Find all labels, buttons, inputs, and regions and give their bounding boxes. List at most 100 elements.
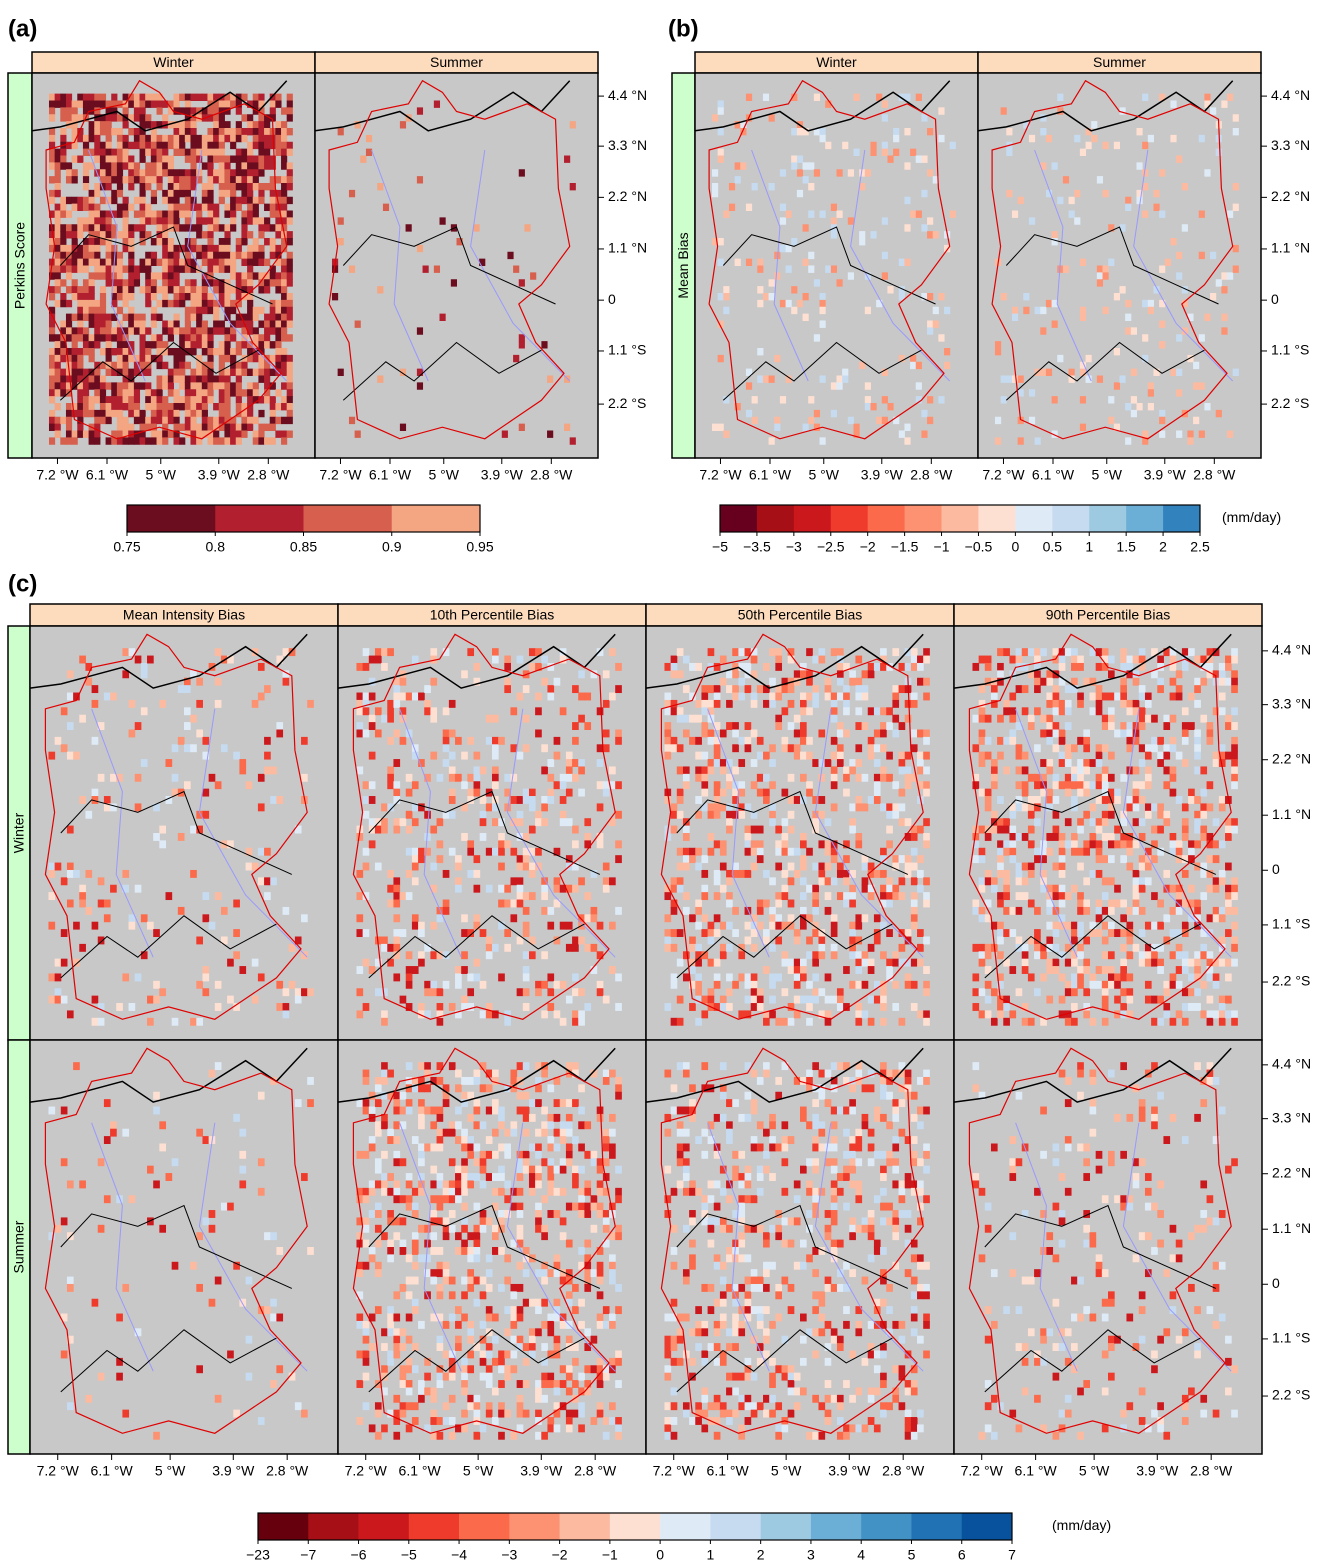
map-cell (145, 327, 151, 334)
map-cell (763, 929, 770, 937)
map-cell (287, 162, 293, 169)
map-cell (1204, 314, 1210, 321)
map-cell (66, 114, 72, 121)
map-cell (886, 752, 893, 760)
map-cell (141, 707, 148, 715)
map-cell (916, 382, 922, 389)
map-cell (140, 183, 146, 190)
map-cell (49, 197, 55, 204)
map-cell (1077, 759, 1084, 767)
map-cell (363, 1070, 370, 1078)
map-cell (77, 362, 83, 369)
map-cell (417, 327, 423, 334)
map-cell (117, 259, 123, 266)
map-cell (972, 900, 979, 908)
map-cell (213, 156, 219, 163)
map-cell (1120, 929, 1127, 937)
map-cell (1096, 685, 1103, 693)
map-cell (174, 286, 180, 293)
map-cell (406, 966, 413, 974)
map-cell (1022, 892, 1029, 900)
map-cell (185, 327, 191, 334)
map-cell (213, 437, 219, 444)
map-cell (202, 1217, 209, 1225)
map-cell (1096, 693, 1103, 701)
map-cell (1200, 892, 1207, 900)
map-cell (135, 774, 142, 782)
map-cell (1096, 744, 1103, 752)
map-cell (1125, 403, 1131, 410)
map-cell (855, 981, 862, 989)
map-cell (1131, 369, 1137, 376)
map-cell (615, 1003, 622, 1011)
map-cell (1176, 752, 1183, 760)
map-cell (49, 190, 55, 197)
map-cell (174, 217, 180, 224)
map-cell (443, 737, 450, 745)
map-cell (157, 300, 163, 307)
map-cell (818, 877, 825, 885)
map-cell (207, 307, 213, 314)
map-cell (190, 121, 196, 128)
map-cell (603, 781, 610, 789)
map-cell (111, 190, 117, 197)
map-cell (523, 863, 530, 871)
map-cell (117, 252, 123, 259)
map-cell (79, 656, 86, 664)
map-cell (1040, 759, 1047, 767)
map-cell (523, 892, 530, 900)
map-cell (775, 892, 782, 900)
map-cell (60, 211, 66, 218)
map-cell (140, 101, 146, 108)
map-cell (797, 169, 803, 176)
map-cell (794, 973, 801, 981)
map-cell (1157, 737, 1164, 745)
map-cell (116, 1373, 123, 1381)
y-tick-label: 1.1 °S (1272, 916, 1310, 932)
map-cell (927, 217, 933, 224)
map-cell (94, 94, 100, 101)
map-cell (151, 431, 157, 438)
map-cell (1003, 1018, 1010, 1026)
map-cell (281, 314, 287, 321)
map-cell (1065, 774, 1072, 782)
map-cell (162, 410, 168, 417)
map-cell (209, 922, 216, 930)
map-cell (868, 670, 875, 678)
map-cell (683, 863, 690, 871)
map-cell (806, 996, 813, 1004)
map-cell (123, 217, 129, 224)
map-cell (92, 685, 99, 693)
map-cell (369, 796, 376, 804)
map-cell (227, 959, 234, 967)
map-cell (1176, 944, 1183, 952)
map-cell (270, 321, 276, 328)
map-cell (406, 973, 413, 981)
map-cell (135, 722, 142, 730)
map-cell (83, 169, 89, 176)
map-cell (1071, 656, 1078, 664)
map-cell (159, 700, 166, 708)
map-cell (775, 648, 782, 656)
map-cell (535, 811, 542, 819)
map-cell (60, 231, 66, 238)
map-cell (221, 907, 228, 915)
map-cell (671, 981, 678, 989)
map-cell (671, 944, 678, 952)
map-cell (270, 156, 276, 163)
map-cell (258, 774, 265, 782)
map-cell (264, 142, 270, 149)
x-tick-label: 3.9 °W (198, 467, 241, 483)
map-cell (1120, 376, 1126, 383)
map-cell (151, 272, 157, 279)
map-cell (443, 907, 450, 915)
map-cell (179, 169, 185, 176)
map-cell (837, 996, 844, 1004)
map-cell (338, 217, 344, 224)
map-cell (714, 959, 721, 967)
map-cell (695, 944, 702, 952)
map-cell (281, 107, 287, 114)
map-cell (430, 922, 437, 930)
map-cell (122, 1284, 129, 1292)
map-cell (1074, 135, 1080, 142)
